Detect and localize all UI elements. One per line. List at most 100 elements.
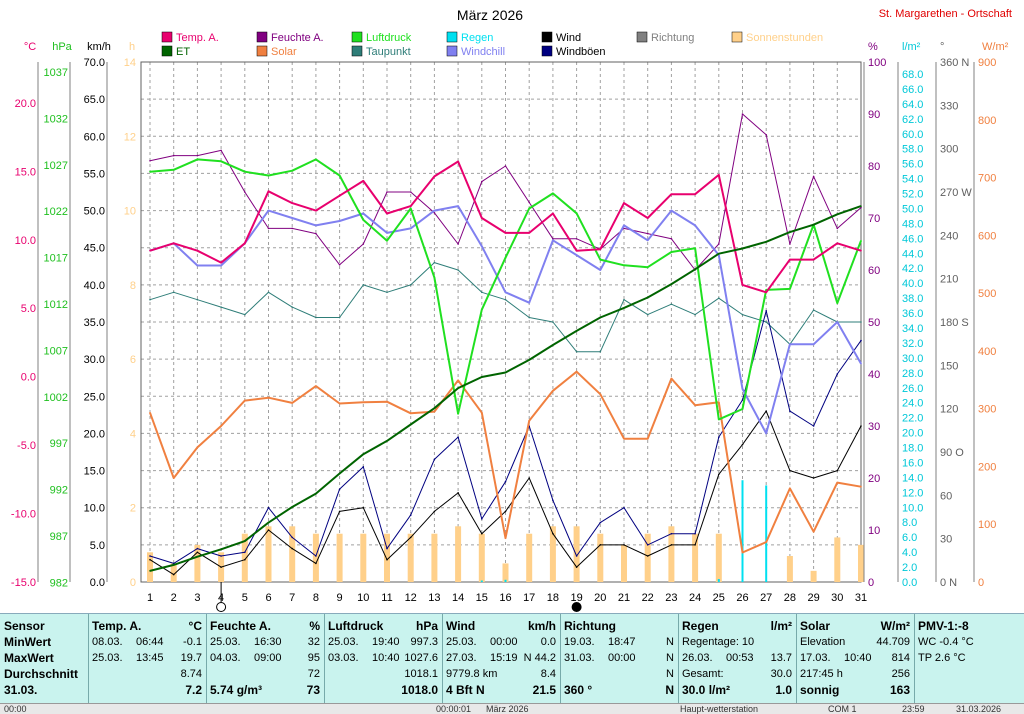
point-taupunkt bbox=[812, 309, 815, 311]
point-feuchtea bbox=[670, 238, 673, 240]
point-wind bbox=[291, 547, 294, 550]
point-taupunkt bbox=[718, 297, 720, 300]
point-et bbox=[599, 316, 602, 319]
point-solar bbox=[789, 487, 791, 490]
cell-time: 00:53 bbox=[726, 652, 754, 664]
cell-value: 163 bbox=[889, 683, 910, 697]
cell-time: 00:00 bbox=[490, 636, 518, 648]
point-luftdruck bbox=[670, 251, 673, 253]
col_temp-unit: °C bbox=[188, 619, 202, 633]
point-windben bbox=[291, 536, 294, 539]
point-wind bbox=[646, 555, 649, 557]
right-tick-1: 4.0 bbox=[902, 547, 917, 559]
series-lines bbox=[149, 113, 862, 576]
left-tick-2: 45.0 bbox=[84, 243, 105, 255]
point-windben bbox=[599, 521, 602, 524]
point-feuchtea bbox=[528, 201, 530, 204]
right-tick-0: 40 bbox=[868, 369, 880, 381]
point-wind bbox=[433, 510, 436, 513]
point-wind bbox=[552, 532, 554, 535]
weather-chart: 1234567891011121314151617181920212223242… bbox=[11, 7, 1012, 612]
right-tick-2: 30 bbox=[940, 534, 952, 546]
point-et bbox=[267, 521, 270, 524]
right-tick-2: 0 N bbox=[940, 577, 957, 589]
right-tick-1: 18.0 bbox=[902, 443, 923, 455]
point-et bbox=[315, 492, 317, 495]
left-tick-2: 25.0 bbox=[84, 391, 105, 403]
point-solar bbox=[149, 411, 151, 414]
point-wind bbox=[836, 469, 839, 472]
point-solar bbox=[836, 481, 839, 484]
point-windchill bbox=[386, 232, 388, 234]
right-tick-0: 20 bbox=[868, 473, 880, 485]
point-windchill bbox=[315, 224, 317, 227]
x-tick-label: 3 bbox=[194, 592, 200, 604]
left-tick-2: 55.0 bbox=[84, 168, 105, 180]
cell-time: 13:45 bbox=[136, 652, 164, 664]
col_press-row-1: 03.03. 10:40 1027.6 bbox=[328, 650, 438, 666]
right-tick-1: 66.0 bbox=[902, 84, 923, 96]
left-tick-1: 1002 bbox=[44, 392, 68, 404]
x-tick-label: 7 bbox=[289, 592, 295, 604]
point-luftdruck bbox=[315, 158, 317, 161]
point-feuchtea bbox=[386, 191, 388, 193]
point-tempa bbox=[244, 242, 246, 245]
cell-date: 19.03. bbox=[564, 636, 595, 648]
sun-bar-10 bbox=[360, 533, 367, 582]
point-feuchtea bbox=[457, 243, 459, 245]
point-windchill bbox=[481, 245, 483, 248]
point-wind bbox=[718, 473, 720, 476]
point-tempa bbox=[409, 205, 412, 207]
point-windchill bbox=[362, 212, 365, 215]
point-solar bbox=[646, 437, 649, 440]
col_hum-header: Feuchte A.% bbox=[210, 618, 320, 634]
rain-bar-16 bbox=[504, 579, 507, 582]
right-tick-0: 0 bbox=[868, 577, 874, 589]
x-tick-label: 5 bbox=[242, 592, 248, 604]
right-tick-1: 32.0 bbox=[902, 338, 923, 350]
point-et bbox=[457, 387, 459, 389]
point-windben bbox=[765, 310, 767, 312]
point-et bbox=[196, 555, 199, 558]
full-moon-icon bbox=[571, 602, 582, 612]
sun-bar-3 bbox=[194, 544, 201, 582]
point-et bbox=[528, 359, 530, 361]
point-windchill bbox=[670, 209, 673, 212]
right-tick-1: 14.0 bbox=[902, 472, 923, 484]
point-feuchtea bbox=[172, 154, 175, 157]
point-feuchtea bbox=[765, 134, 767, 136]
cell-time: 00:00 bbox=[608, 652, 636, 664]
col_hum-row-3: 5.74 g/m³ 73 bbox=[210, 682, 320, 698]
right-tick-0: 50 bbox=[868, 317, 880, 329]
cell-value: 8.74 bbox=[180, 668, 202, 680]
point-taupunkt bbox=[765, 321, 767, 323]
x-tick-label: 11 bbox=[381, 592, 392, 604]
point-windchill bbox=[765, 432, 767, 435]
sun-bar-16 bbox=[502, 563, 509, 582]
col_dir-header: Richtung bbox=[564, 618, 674, 634]
point-windben bbox=[338, 488, 341, 490]
cell-date: 26.03. bbox=[682, 652, 713, 664]
point-et bbox=[338, 472, 341, 475]
legend-swatch bbox=[446, 31, 458, 43]
legend-swatch bbox=[636, 31, 648, 43]
cell-value: 19.7 bbox=[180, 652, 202, 664]
legend-label: Luftdruck bbox=[366, 32, 412, 44]
sun-bar-29 bbox=[810, 570, 817, 582]
x-tick-label: 18 bbox=[547, 592, 559, 604]
right-tick-0: 90 bbox=[868, 109, 880, 121]
legend-swatch bbox=[161, 31, 173, 43]
left-unit-1: hPa bbox=[52, 41, 72, 53]
col_hum-row-0: 25.03. 16:30 32 bbox=[210, 634, 320, 650]
point-et bbox=[433, 407, 436, 409]
point-taupunkt bbox=[196, 298, 199, 301]
cell-date: 04.03. bbox=[210, 652, 241, 664]
point-feuchtea bbox=[338, 264, 341, 266]
point-windben bbox=[718, 436, 720, 438]
right-tick-2: 360 N bbox=[940, 57, 969, 69]
legend-label: Solar bbox=[271, 46, 297, 58]
cell-value: 1.0 bbox=[775, 683, 792, 697]
first-quarter-moon-icon bbox=[216, 602, 227, 612]
col_dir-row-3: 360 ° N bbox=[564, 682, 674, 698]
point-et bbox=[670, 283, 673, 285]
